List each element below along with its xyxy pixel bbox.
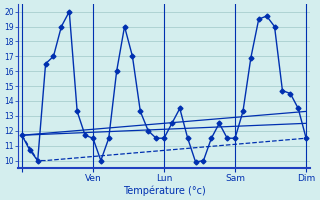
- X-axis label: Température (°c): Température (°c): [123, 185, 205, 196]
